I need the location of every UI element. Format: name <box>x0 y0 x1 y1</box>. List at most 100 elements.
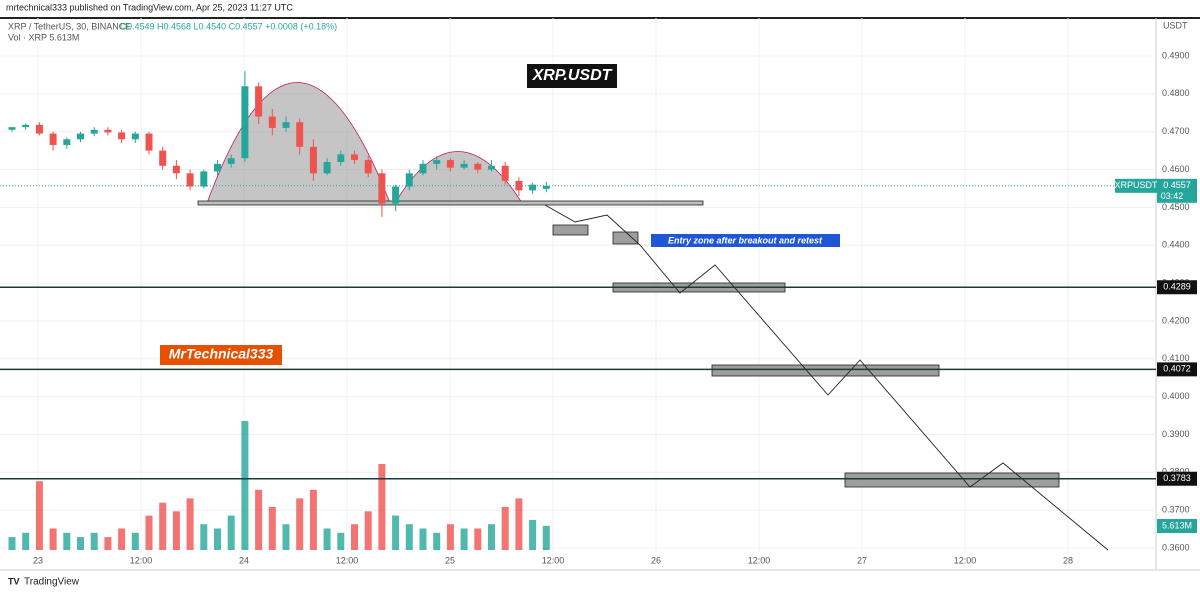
volume-bar <box>90 532 98 550</box>
candle-body <box>501 165 509 181</box>
neckline <box>197 200 704 206</box>
entry-note: Entry zone after breakout and retest <box>668 235 823 245</box>
candle-body <box>63 139 71 145</box>
author-badge <box>160 345 282 365</box>
candle-body <box>337 154 345 162</box>
level-label: 0.4289 <box>1163 282 1191 292</box>
volume-bar <box>268 507 276 550</box>
volume-bar <box>446 524 454 550</box>
volume-bar <box>378 464 386 550</box>
volume-bar <box>419 528 427 550</box>
last-price-label: 0.4557 <box>1163 180 1191 190</box>
legend-volume: Vol · XRP 5.613M <box>8 32 79 42</box>
level-tag <box>1157 362 1197 377</box>
volume-bar <box>255 489 263 550</box>
candle-body <box>186 173 194 187</box>
y-tick-label: 0.3600 <box>1162 542 1190 552</box>
volume-bar <box>227 515 235 550</box>
footer-brand: TradingView <box>24 577 80 588</box>
volume-bar <box>529 519 537 550</box>
candle-body <box>118 132 126 140</box>
zone-box <box>711 364 940 377</box>
volume-bar <box>145 515 153 550</box>
entry-badge <box>651 234 840 247</box>
volume-bar <box>282 524 290 550</box>
footer-logo: TV <box>8 576 20 586</box>
volume-bar <box>104 537 112 550</box>
volume-bar <box>8 537 16 550</box>
y-tick-label: 0.4500 <box>1162 202 1190 212</box>
candle-body <box>49 133 57 145</box>
volume-bar <box>392 515 400 550</box>
y-tick-label: 0.4800 <box>1162 88 1190 98</box>
y-tick-label: 0.4700 <box>1162 126 1190 136</box>
candle-body <box>282 122 290 128</box>
volume-bar <box>35 481 43 550</box>
y-tick-label: 0.4900 <box>1162 50 1190 60</box>
volume-bar <box>337 532 345 550</box>
candle-body <box>433 160 441 164</box>
candle-body <box>392 186 400 204</box>
last-price-tag <box>1157 178 1197 203</box>
y-tick-label: 0.4200 <box>1162 315 1190 325</box>
level-tag <box>1157 280 1197 295</box>
volume-bar <box>22 532 30 550</box>
volume-bar <box>542 525 550 550</box>
candle-body <box>104 129 112 133</box>
author: MrTechnical333 <box>169 346 274 362</box>
volume-bar <box>515 498 523 550</box>
title: XRP.USDT <box>532 67 613 84</box>
candle-body <box>172 165 180 174</box>
y-tick-label: 0.3700 <box>1162 505 1190 515</box>
x-tick-label: 26 <box>651 555 661 565</box>
candle-body <box>241 86 249 159</box>
candle-body <box>77 133 84 140</box>
candle-body <box>159 150 167 166</box>
candle-body <box>529 184 537 191</box>
candle-body <box>268 116 276 128</box>
volume-bar <box>172 511 180 550</box>
volume-bar <box>296 498 304 550</box>
x-tick-label: 12:00 <box>954 555 977 565</box>
candle-body <box>90 129 98 134</box>
currency: USDT <box>1163 20 1188 30</box>
x-tick-label: 12:00 <box>336 555 359 565</box>
title-badge <box>527 64 617 88</box>
x-tick-label: 28 <box>1063 555 1073 565</box>
y-tick-label: 0.4400 <box>1162 240 1190 250</box>
zone-box <box>844 472 1060 488</box>
volume-bar <box>214 528 221 550</box>
x-tick-label: 24 <box>239 555 249 565</box>
x-tick-label: 12:00 <box>542 555 565 565</box>
x-tick-label: 23 <box>33 555 43 565</box>
candle-body <box>227 158 235 164</box>
candle-body <box>364 160 372 174</box>
x-tick-label: 12:00 <box>748 555 771 565</box>
marks <box>8 71 550 550</box>
level-tag <box>1157 471 1197 486</box>
volume-bar <box>351 524 358 550</box>
zone-box <box>552 224 589 236</box>
y-tick-label: 0.3900 <box>1162 429 1190 439</box>
candle-body <box>542 185 550 189</box>
candle-body <box>488 165 495 170</box>
volume-bar <box>323 528 331 550</box>
volume-bar <box>49 528 57 550</box>
volume-bar <box>474 528 482 550</box>
legend-ohlc: O0.4549 H0.4568 L0.4540 C0.4557 +0.0008 … <box>120 21 337 31</box>
volume-bar <box>159 502 167 550</box>
y-tick-label: 0.4600 <box>1162 164 1190 174</box>
y-tick-label: 0.4100 <box>1162 353 1190 363</box>
candle-body <box>474 163 482 170</box>
volume-bar <box>118 528 126 550</box>
candle-body <box>515 180 523 191</box>
volume-bar <box>433 532 441 550</box>
volume-bar <box>501 507 509 550</box>
candle-body <box>296 122 304 147</box>
last-price-symbol-tag <box>1115 178 1157 193</box>
publisher: mrtechnical333 published on TradingView.… <box>6 2 293 12</box>
candle-body <box>35 124 43 134</box>
volume-bar <box>77 537 84 550</box>
